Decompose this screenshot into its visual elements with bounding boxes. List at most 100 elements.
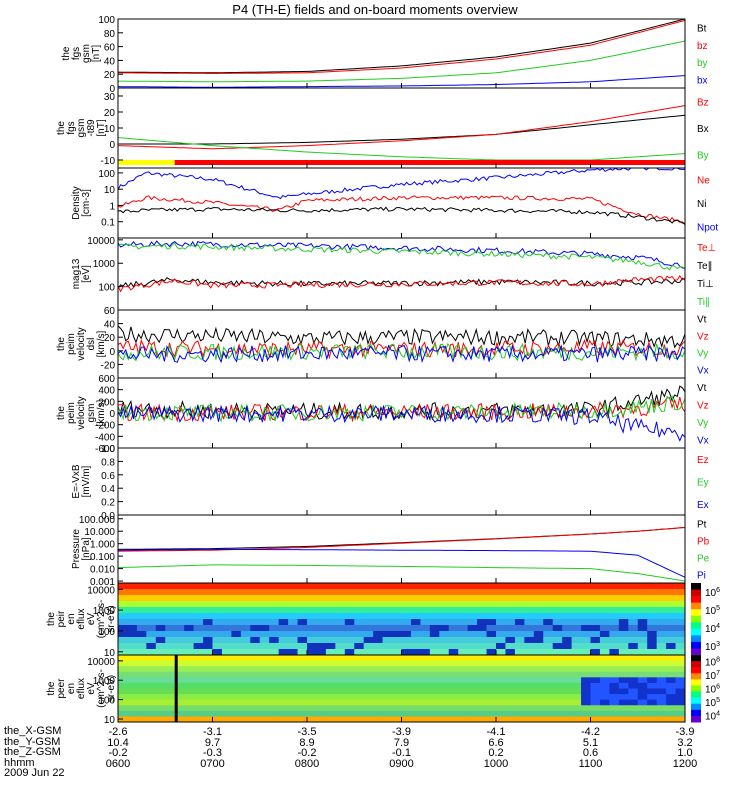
heatmap-cell xyxy=(486,699,497,706)
y-tick-label: 1000 xyxy=(93,259,116,270)
heatmap-cell xyxy=(344,688,355,695)
heatmap-cell xyxy=(410,613,421,620)
heatmap-cell xyxy=(203,601,213,608)
heatmap-cell xyxy=(656,625,667,632)
colorbar-segment xyxy=(691,596,701,604)
heatmap-cell xyxy=(477,625,488,632)
heatmap-cell xyxy=(486,666,497,673)
legend-entry: Vz xyxy=(697,400,709,411)
heatmap-cell xyxy=(467,694,478,701)
y-axis-label: [nPa] xyxy=(81,537,92,561)
heatmap-cell xyxy=(269,682,280,689)
heatmap-cell xyxy=(212,688,223,695)
heatmap-cell xyxy=(259,671,270,678)
heatmap-cell xyxy=(392,655,402,662)
heatmap-cell xyxy=(288,637,299,644)
heatmap-cell xyxy=(675,677,686,684)
heatmap-cell xyxy=(240,666,251,673)
heatmap-cell xyxy=(127,655,138,662)
footer-value: 1100 xyxy=(578,757,603,770)
heatmap-cell xyxy=(505,671,516,678)
heatmap-cell xyxy=(543,671,554,678)
heatmap-cell xyxy=(240,631,251,638)
heatmap-cell xyxy=(590,637,601,644)
heatmap-cell xyxy=(344,613,355,620)
heatmap-cell xyxy=(316,682,327,689)
heatmap-cell xyxy=(599,677,610,684)
heatmap-cell xyxy=(477,660,488,667)
heatmap-cell xyxy=(571,677,582,684)
heatmap-cell xyxy=(552,619,563,626)
heatmap-cell xyxy=(118,631,128,638)
heatmap-cell xyxy=(240,583,251,590)
heatmap-cell xyxy=(165,666,176,673)
heatmap-cell xyxy=(505,666,516,673)
heatmap-cell xyxy=(618,625,629,632)
heatmap-cell xyxy=(420,682,431,689)
heatmap-cell xyxy=(212,595,223,602)
heatmap-cell xyxy=(514,660,525,667)
heatmap-cell xyxy=(127,583,138,590)
heatmap-cell xyxy=(656,660,667,667)
y-axis-label: [nT] xyxy=(96,119,107,136)
heatmap-cell xyxy=(543,694,554,701)
heatmap-cell xyxy=(420,619,431,626)
heatmap-cell xyxy=(240,677,251,684)
heatmap-cell xyxy=(666,671,677,678)
series-line-pressure xyxy=(117,527,686,550)
heatmap-cell xyxy=(155,607,166,614)
heatmap-cell xyxy=(335,660,346,667)
heatmap-cell xyxy=(288,607,299,614)
heatmap-cell xyxy=(146,694,157,701)
heatmap-cell xyxy=(307,631,317,638)
heatmap-cell xyxy=(496,619,506,626)
heatmap-cell xyxy=(155,688,166,695)
heatmap-cell xyxy=(203,649,213,656)
heatmap-cell xyxy=(174,601,185,608)
heatmap-cell xyxy=(609,716,620,723)
status-bar-segment xyxy=(174,160,685,165)
heatmap-cell xyxy=(590,688,601,695)
colorbar-tick-label: 108 xyxy=(705,657,720,669)
heatmap-cell xyxy=(420,660,431,667)
heatmap-cell xyxy=(618,595,629,602)
heatmap-cell xyxy=(221,589,232,596)
heatmap-cell xyxy=(316,637,327,644)
heatmap-cell xyxy=(448,607,459,614)
heatmap-cell xyxy=(344,677,355,684)
heatmap-cell xyxy=(533,688,544,695)
heatmap-cell xyxy=(401,637,412,644)
heatmap-cell xyxy=(571,583,582,590)
heatmap-cell xyxy=(118,666,128,673)
legend-entry: Pe xyxy=(697,554,710,565)
heatmap-cell xyxy=(628,694,639,701)
heatmap-cell xyxy=(647,637,658,644)
heatmap-cell xyxy=(184,699,195,706)
heatmap-cell xyxy=(221,607,232,614)
heatmap-cell xyxy=(155,682,166,689)
heatmap-cell xyxy=(562,682,573,689)
heatmap-cell xyxy=(373,607,384,614)
heatmap-cell xyxy=(136,677,147,684)
heatmap-cell xyxy=(410,637,421,644)
heatmap-cell xyxy=(486,671,497,678)
heatmap-cell xyxy=(174,710,185,717)
heatmap-cell xyxy=(316,694,327,701)
heatmap-cell xyxy=(628,660,639,667)
heatmap-cell xyxy=(146,589,157,596)
heatmap-cell xyxy=(628,595,639,602)
heatmap-cell xyxy=(325,699,336,706)
heatmap-cell xyxy=(581,705,591,712)
heatmap-cell xyxy=(250,637,261,644)
heatmap-cell xyxy=(174,619,185,626)
colorbar-segment xyxy=(691,709,701,717)
heatmap-cell xyxy=(458,666,469,673)
heatmap-cell xyxy=(571,619,582,626)
heatmap-cell xyxy=(458,649,469,656)
heatmap-cell xyxy=(429,649,440,656)
heatmap-cell xyxy=(496,682,506,689)
heatmap-cell xyxy=(467,595,478,602)
footer-value: 0800 xyxy=(294,757,320,770)
heatmap-cell xyxy=(354,699,365,706)
